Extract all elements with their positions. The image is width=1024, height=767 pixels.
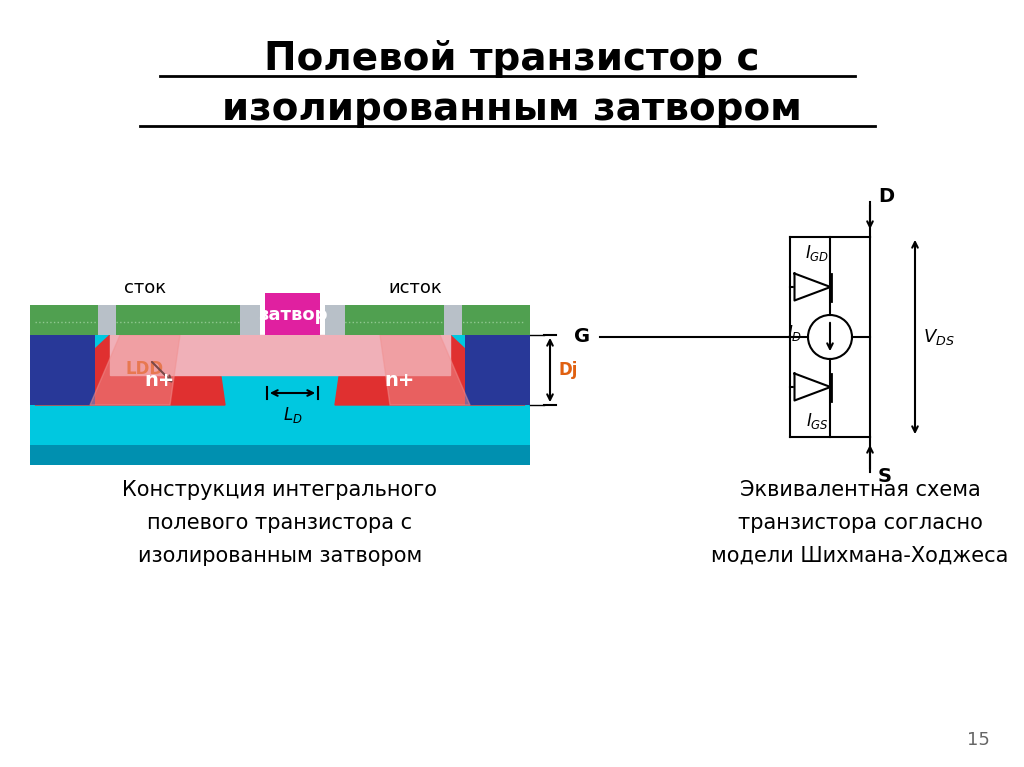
Text: $V_{DS}$: $V_{DS}$ (923, 327, 954, 347)
Text: $I_{GD}$: $I_{GD}$ (805, 243, 829, 263)
Bar (444, 305, 462, 335)
Polygon shape (795, 374, 830, 400)
Polygon shape (380, 335, 470, 405)
Text: изолированным затвором: изолированным затвором (222, 90, 802, 128)
Text: Dj: Dj (558, 361, 578, 379)
Bar (30, 335, 95, 405)
Bar (30, 305, 260, 335)
Text: 15: 15 (967, 731, 990, 749)
Bar (98, 305, 116, 335)
Text: n+: n+ (385, 370, 415, 390)
Text: исток: исток (388, 279, 442, 297)
Bar (30, 445, 530, 465)
Bar (325, 305, 530, 335)
Polygon shape (335, 335, 525, 405)
Polygon shape (795, 274, 830, 301)
Text: n+: n+ (144, 370, 175, 390)
Text: Конструкция интегрального
полевого транзистора с
изолированным затвором: Конструкция интегрального полевого транз… (123, 480, 437, 565)
Text: Полевой транзистор с: Полевой транзистор с (264, 40, 760, 78)
Text: G: G (573, 328, 590, 347)
Text: LDD: LDD (126, 360, 164, 378)
Bar (465, 335, 530, 405)
Bar (240, 305, 260, 335)
Text: $I_D$: $I_D$ (786, 323, 802, 343)
Text: $L_D$: $L_D$ (283, 405, 302, 425)
Text: D: D (878, 187, 894, 206)
Polygon shape (35, 335, 225, 405)
Text: $I_{GS}$: $I_{GS}$ (806, 411, 829, 431)
Text: затвор: затвор (258, 306, 328, 324)
Bar (265, 293, 319, 335)
Text: Эквивалентная схема
транзистора согласно
модели Шихмана-Ходжеса: Эквивалентная схема транзистора согласно… (712, 480, 1009, 565)
Polygon shape (90, 335, 180, 405)
Bar (30, 335, 530, 465)
Text: сток: сток (124, 279, 166, 297)
Text: S: S (878, 468, 892, 486)
Polygon shape (110, 335, 450, 375)
Bar (325, 305, 345, 335)
